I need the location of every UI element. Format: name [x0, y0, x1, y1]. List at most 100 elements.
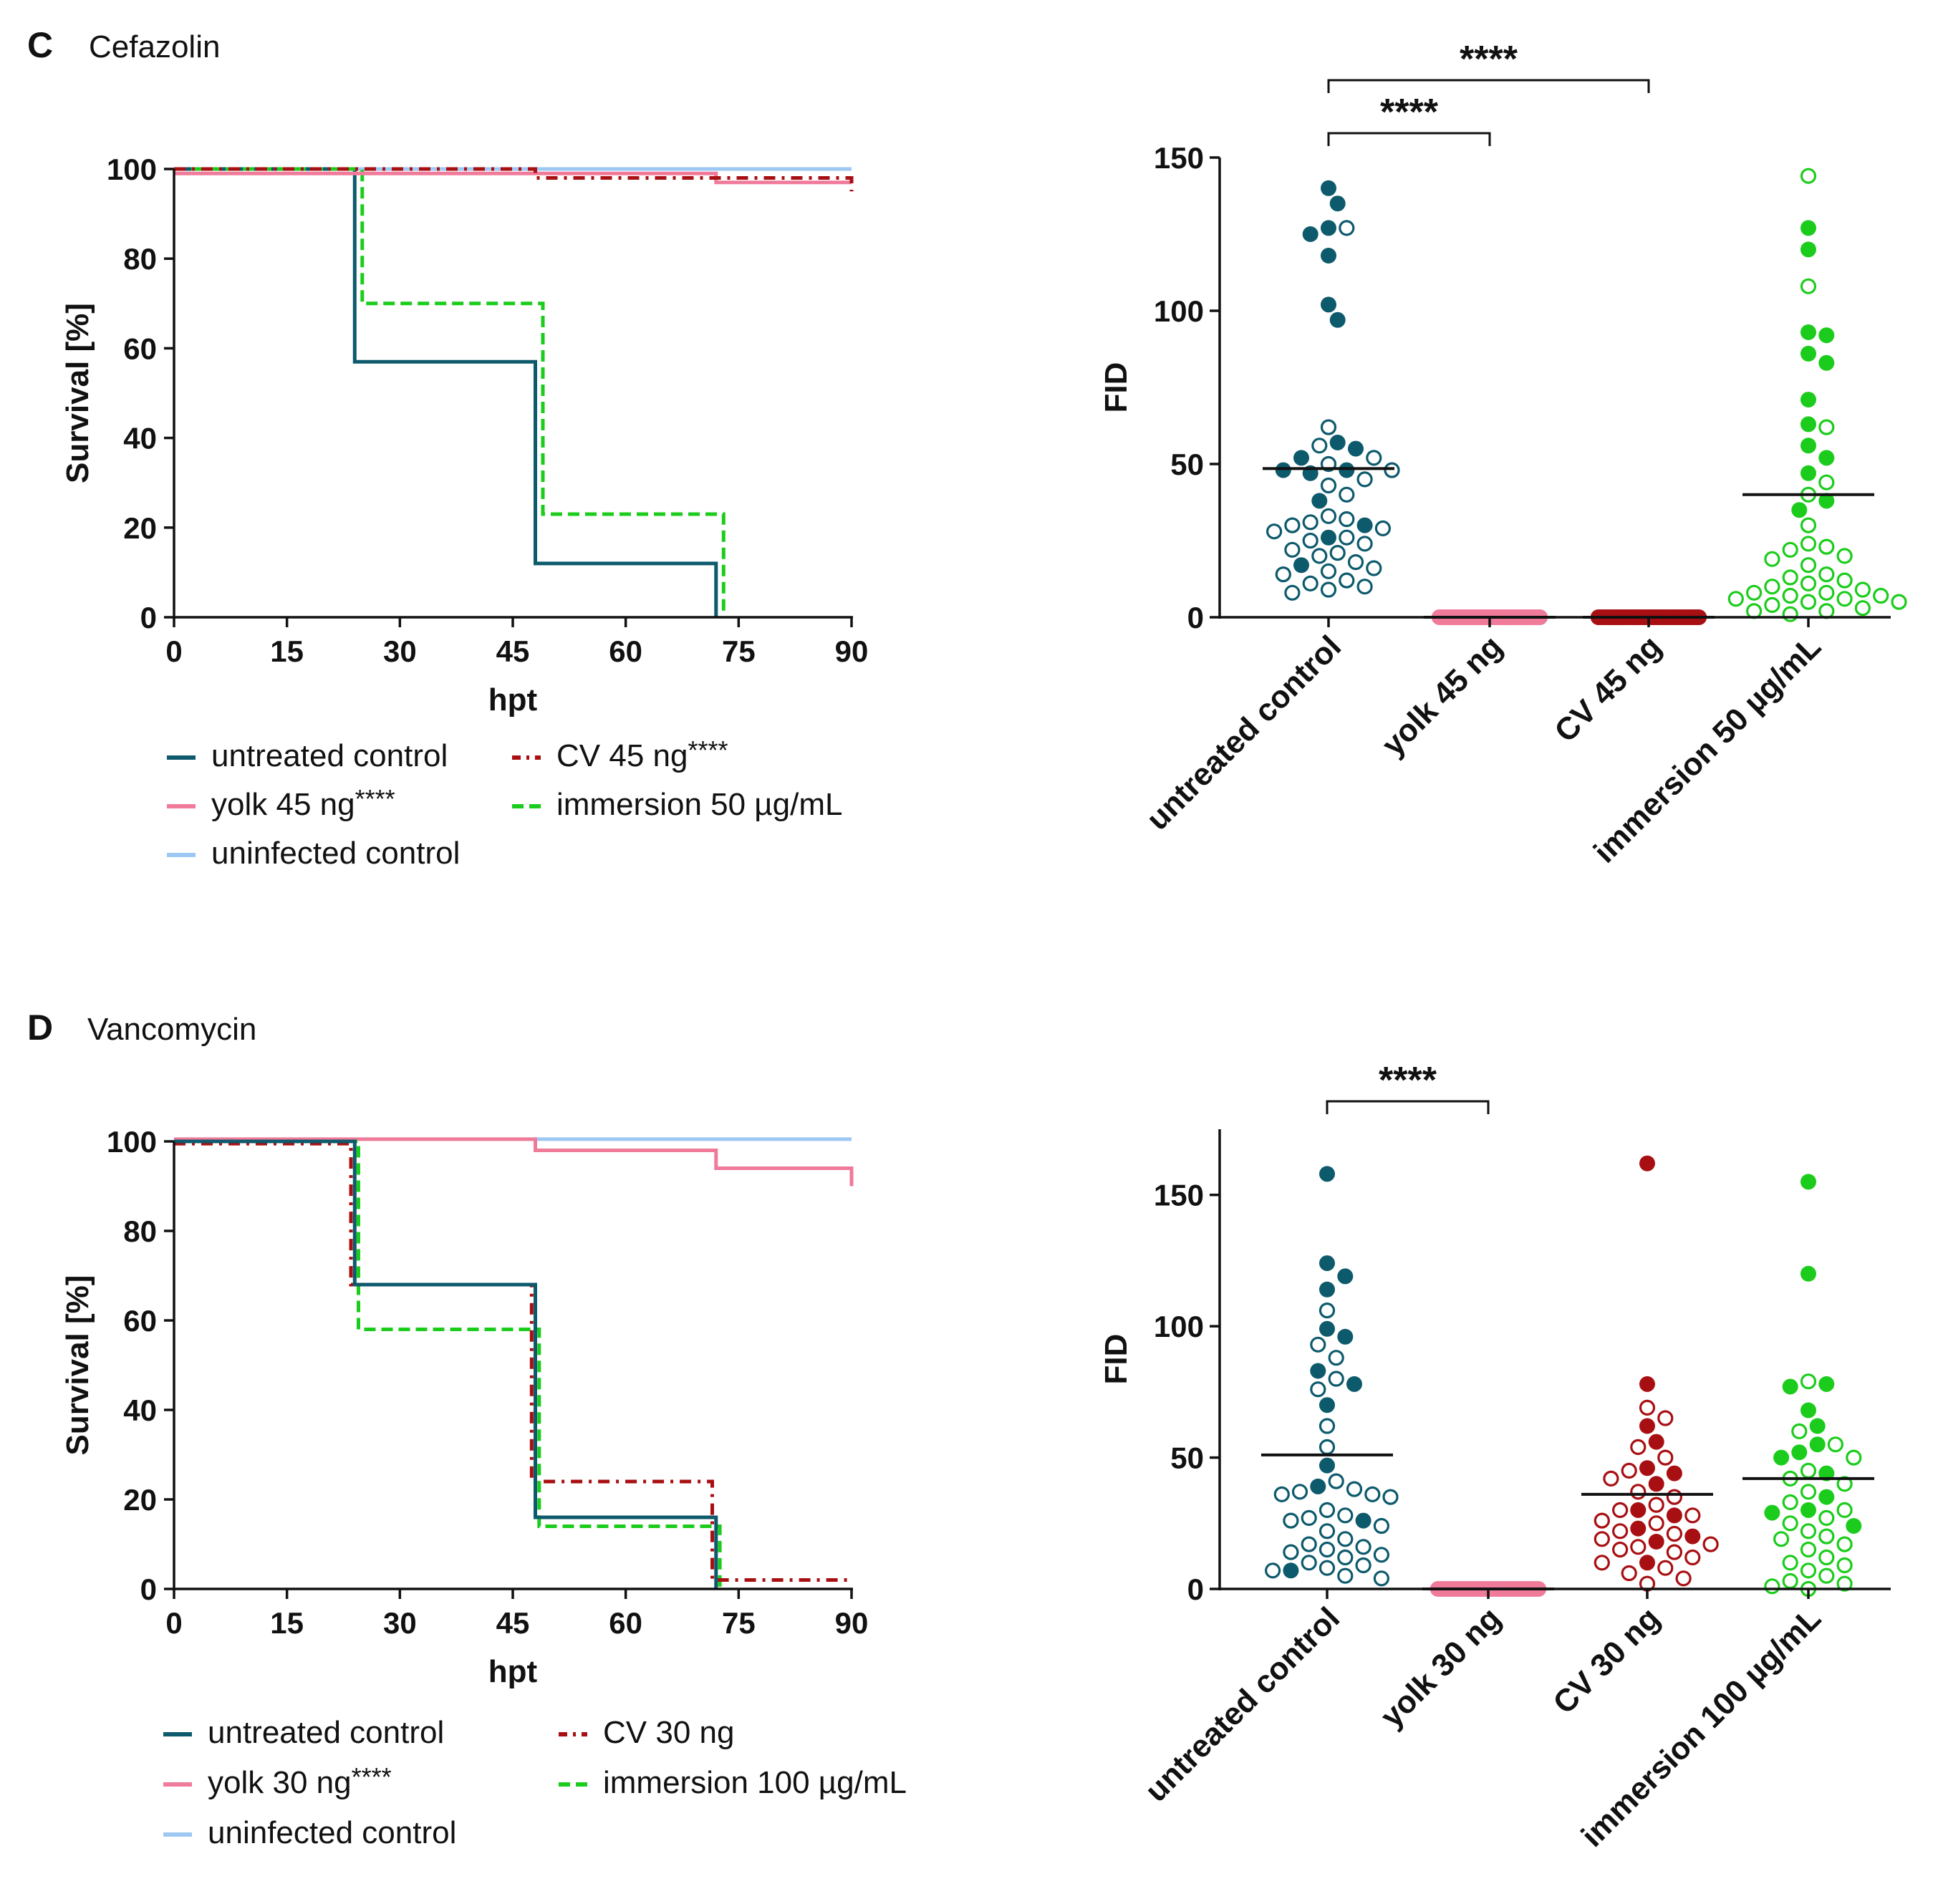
data-point-untreated-control [1337, 1268, 1354, 1285]
y-tick-label: 100 [1154, 1310, 1204, 1343]
data-point-cv-30-ng [1666, 1465, 1682, 1482]
data-point-cv-30-ng [1621, 1462, 1637, 1479]
legend-vancomycin: untreated control CV 30 ng yolk 30 ng**** i… [163, 1715, 907, 1850]
data-point-immersion-100-g-ml [1800, 1174, 1816, 1190]
data-point-untreated-control [1283, 1562, 1299, 1579]
data-point-immersion-50-g-ml [1800, 416, 1816, 432]
data-point-immersion-100-g-ml [1782, 1572, 1798, 1590]
data-point-immersion-100-g-ml [1800, 1402, 1816, 1419]
x-tick-label: 60 [609, 634, 642, 668]
data-point-untreated-control [1320, 563, 1337, 579]
data-point-immersion-100-g-ml [1818, 1509, 1835, 1526]
data-point-untreated-control [1301, 1536, 1317, 1552]
data-point-immersion-50-g-ml [1782, 606, 1798, 622]
data-point-untreated-control [1293, 557, 1309, 574]
y-tick-label: 60 [123, 1304, 157, 1338]
category-label-untreated-control: untreated control [1139, 1600, 1346, 1808]
data-point-untreated-control [1355, 1512, 1371, 1529]
legend-label-immersion-100-g-ml: immersion 100 µg/mL [603, 1765, 907, 1800]
x-tick-label: 30 [383, 634, 417, 668]
data-point-cv-30-ng [1639, 1418, 1655, 1434]
data-point-immersion-50-g-ml [1800, 278, 1817, 294]
x-tick-label: 90 [835, 1606, 869, 1640]
data-point-immersion-50-g-ml [1800, 536, 1817, 552]
data-point-immersion-50-g-ml [1764, 579, 1780, 595]
data-point-immersion-50-g-ml [1800, 392, 1816, 408]
data-point-immersion-100-g-ml [1800, 1373, 1817, 1390]
data-point-cv-30-ng [1684, 1549, 1701, 1566]
data-point-immersion-50-g-ml [1800, 345, 1816, 362]
data-point-immersion-100-g-ml [1809, 1418, 1826, 1434]
data-point-untreated-control [1329, 544, 1346, 561]
significance-bracket [1327, 132, 1491, 146]
data-point-cv-30-ng [1666, 1544, 1682, 1560]
data-point-immersion-50-g-ml [1836, 591, 1853, 607]
x-tick-label: 45 [496, 634, 530, 668]
data-point-immersion-50-g-ml [1818, 584, 1835, 601]
data-point-untreated-control [1329, 311, 1346, 328]
data-point-untreated-control [1373, 1570, 1390, 1587]
data-point-immersion-50-g-ml [1727, 591, 1744, 607]
y-tick-label: 50 [1170, 1441, 1204, 1475]
data-point-untreated-control [1339, 529, 1355, 546]
data-point-immersion-50-g-ml [1800, 575, 1817, 592]
data-point-immersion-100-g-ml [1800, 1502, 1816, 1518]
data-point-immersion-100-g-ml [1818, 1567, 1835, 1584]
data-point-immersion-50-g-ml [1873, 587, 1889, 604]
data-point-untreated-control [1321, 296, 1336, 313]
y-tick-label: 0 [1187, 601, 1204, 634]
y-axis-label: FID [1099, 362, 1134, 413]
data-point-immersion-50-g-ml [1746, 584, 1763, 601]
data-point-immersion-50-g-ml [1854, 600, 1871, 617]
data-point-untreated-control [1302, 575, 1318, 592]
significance-stars: **** [1380, 92, 1439, 133]
significance-bracket [1327, 79, 1650, 93]
data-point-cv-30-ng [1666, 1525, 1682, 1542]
data-point-immersion-100-g-ml [1809, 1436, 1826, 1453]
data-point-cv-30-ng [1639, 1399, 1656, 1416]
data-point-untreated-control [1319, 1457, 1335, 1474]
data-point-untreated-control [1328, 1473, 1344, 1489]
data-point-immersion-100-g-ml [1800, 1541, 1817, 1558]
data-point-untreated-control [1319, 1255, 1335, 1272]
data-point-cv-30-ng [1702, 1536, 1719, 1552]
x-tick-label: 0 [165, 1606, 182, 1640]
data-point-untreated-control [1310, 1478, 1326, 1494]
data-point-untreated-control [1366, 450, 1382, 466]
data-point-untreated-control [1319, 1281, 1335, 1297]
data-point-cv-30-ng [1603, 1470, 1619, 1487]
data-point-untreated-control [1356, 536, 1373, 552]
data-point-immersion-100-g-ml [1818, 1549, 1835, 1566]
x-axis-label: hpt [488, 682, 538, 717]
data-point-untreated-control [1346, 1376, 1362, 1392]
data-point-cv-30-ng [1666, 1489, 1682, 1505]
data-point-immersion-100-g-ml [1782, 1494, 1798, 1510]
y-tick-label: 60 [123, 332, 157, 365]
data-point-cv-30-ng [1684, 1507, 1701, 1524]
data-point-immersion-100-g-ml [1818, 1489, 1835, 1505]
legend-label-cv-30-ng: CV 30 ng [603, 1715, 734, 1750]
legend-label-immersion-50-g-ml: immersion 50 µg/mL [556, 787, 842, 822]
data-point-untreated-control [1319, 1166, 1335, 1182]
data-point-cv-30-ng [1657, 1410, 1674, 1426]
data-point-immersion-50-g-ml [1800, 241, 1816, 258]
data-point-untreated-control [1366, 560, 1382, 576]
data-point-untreated-control [1318, 1523, 1336, 1540]
data-point-untreated-control [1284, 584, 1301, 601]
significance-stars: **** [1460, 39, 1518, 80]
x-tick-label: 0 [165, 634, 182, 668]
data-point-cv-30-ng [1630, 1484, 1647, 1500]
data-point-untreated-control [1356, 471, 1373, 488]
data-point-immersion-100-g-ml [1773, 1449, 1790, 1466]
data-point-untreated-control [1318, 1541, 1336, 1558]
data-point-immersion-50-g-ml [1818, 603, 1835, 619]
data-point-immersion-100-g-ml [1818, 1376, 1835, 1392]
data-point-immersion-100-g-ml [1836, 1557, 1853, 1574]
data-point-untreated-control [1275, 566, 1291, 583]
data-point-untreated-control [1284, 517, 1301, 533]
data-point-cv-30-ng [1630, 1539, 1647, 1555]
data-point-cv-30-ng [1648, 1515, 1664, 1532]
data-point-untreated-control [1311, 438, 1328, 454]
x-tick-label: 15 [270, 634, 304, 668]
